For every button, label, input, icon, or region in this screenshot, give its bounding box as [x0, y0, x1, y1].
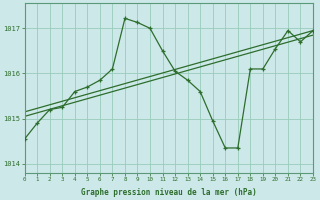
X-axis label: Graphe pression niveau de la mer (hPa): Graphe pression niveau de la mer (hPa)	[81, 188, 257, 197]
